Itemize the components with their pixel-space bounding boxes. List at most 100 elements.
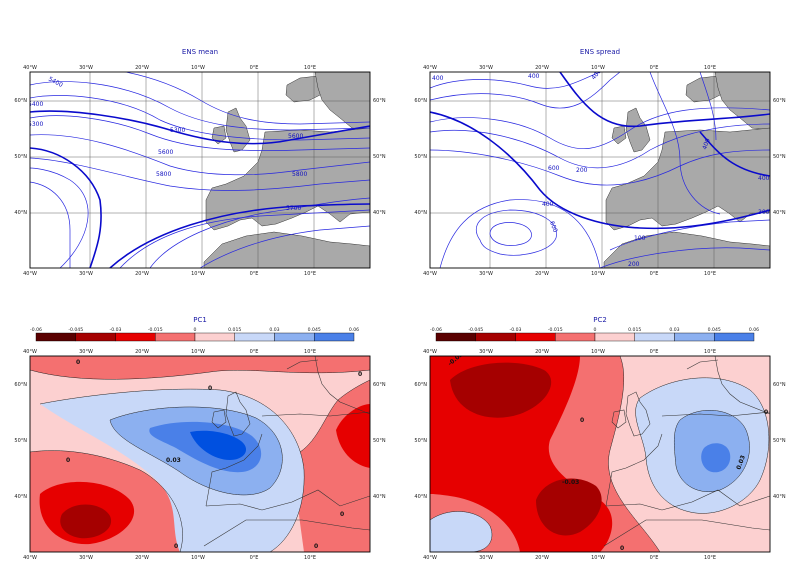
field-band bbox=[450, 362, 552, 418]
y-tick-label: 40°N bbox=[14, 494, 27, 500]
contour-label: 0.03 bbox=[166, 457, 181, 464]
x-tick-label: 0°E bbox=[250, 349, 259, 355]
colorbar-tick-label: 0 bbox=[194, 327, 197, 333]
contour-label: 0 bbox=[174, 543, 178, 550]
contour-label: 5600 bbox=[158, 149, 173, 156]
plot-frame bbox=[429, 71, 771, 269]
colorbar-segment bbox=[674, 332, 715, 342]
x-tick-label: 40°W bbox=[23, 349, 37, 355]
x-tick-label: 10°E bbox=[304, 349, 316, 355]
colorbar-segment bbox=[475, 332, 516, 342]
x-tick-label: 10°W bbox=[191, 349, 205, 355]
contour-label: 5700 bbox=[286, 205, 301, 212]
contour-label: 400 bbox=[542, 201, 554, 208]
colorbar-tick-label: 0.06 bbox=[749, 327, 759, 333]
x-tick-label: 10°W bbox=[591, 65, 605, 71]
y-tick-label: 50°N bbox=[414, 438, 427, 444]
y-tick-label: 40°N bbox=[14, 210, 27, 216]
contour-label: 5800 bbox=[156, 171, 171, 178]
x-tick-label: 20°W bbox=[535, 271, 549, 277]
x-tick-label: 30°W bbox=[79, 555, 93, 561]
x-tick-label: 40°W bbox=[423, 555, 437, 561]
x-tick-label: 20°W bbox=[535, 65, 549, 71]
y-tick-label: 50°N bbox=[14, 438, 27, 444]
contour-label: 0 bbox=[66, 457, 70, 464]
y-tick-label: 50°N bbox=[373, 154, 386, 160]
field-band bbox=[536, 478, 602, 536]
y-tick-label: 60°N bbox=[14, 98, 27, 104]
x-tick-label: 40°W bbox=[423, 271, 437, 277]
x-tick-label: 30°W bbox=[79, 65, 93, 71]
x-tick-label: 40°W bbox=[23, 271, 37, 277]
y-tick-label: 40°N bbox=[373, 210, 386, 216]
x-tick-label: 40°W bbox=[423, 349, 437, 355]
colorbar-segment bbox=[115, 332, 156, 342]
colorbar-tick-label: 0.015 bbox=[228, 327, 241, 333]
y-tick-label: 50°N bbox=[773, 154, 786, 160]
panel-pc1: PC1 -0.06 -0.045 -0.03 -0.015 0 0.015 0.03 0.04… bbox=[14, 316, 385, 561]
x-tick-label: 20°W bbox=[135, 555, 149, 561]
contour-label: 400 bbox=[528, 73, 540, 80]
colorbar-segment bbox=[314, 332, 355, 342]
field-band bbox=[430, 511, 492, 552]
colorbar-tick-label: 0.045 bbox=[308, 327, 321, 333]
land-britain bbox=[225, 107, 251, 153]
y-tick-label: 60°N bbox=[773, 382, 786, 388]
contour-label: 0.03 bbox=[735, 454, 747, 470]
colorbar-segment bbox=[555, 332, 596, 342]
colorbar-tick-label: -0.045 bbox=[68, 327, 83, 333]
colorbar-tick-label: 0.03 bbox=[669, 327, 679, 333]
x-tick-label: 40°W bbox=[23, 555, 37, 561]
x-tick-label: 10°E bbox=[304, 271, 316, 277]
contour-label: 400 bbox=[758, 175, 770, 182]
colorbar-segment bbox=[515, 332, 556, 342]
colorbar-segment bbox=[714, 332, 755, 342]
contour-label: 400 bbox=[701, 137, 712, 150]
colorbar-tick-label: -0.015 bbox=[548, 327, 563, 333]
colorbar-tick-label: -0.06 bbox=[430, 327, 442, 333]
contour-label: 300 bbox=[758, 209, 770, 216]
x-tick-label: 10°E bbox=[704, 271, 716, 277]
x-tick-label: 0°E bbox=[650, 65, 659, 71]
contour-label: 5800 bbox=[292, 171, 307, 178]
contour-label: 100 bbox=[634, 235, 646, 242]
panel-ens-spread: ENS spread bbox=[414, 48, 785, 277]
x-tick-label: 30°W bbox=[79, 349, 93, 355]
y-tick-label: 40°N bbox=[773, 494, 786, 500]
colorbar-tick-label: 0.015 bbox=[628, 327, 641, 333]
field-band bbox=[701, 443, 731, 473]
x-tick-label: 10°E bbox=[304, 65, 316, 71]
colorbar-segment bbox=[634, 332, 675, 342]
y-tick-label: 60°N bbox=[14, 382, 27, 388]
x-tick-label: 20°W bbox=[135, 271, 149, 277]
field-band bbox=[60, 504, 112, 539]
x-tick-label: 0°E bbox=[250, 555, 259, 561]
x-tick-label: 10°E bbox=[704, 555, 716, 561]
x-tick-label: 30°W bbox=[479, 349, 493, 355]
colorbar-tick-label: 0.045 bbox=[708, 327, 721, 333]
contour-label: 0 bbox=[620, 545, 624, 552]
x-tick-label: 30°W bbox=[79, 271, 93, 277]
panel-title: ENS spread bbox=[580, 48, 620, 56]
colorbar-tick-label: 0.06 bbox=[349, 327, 359, 333]
colorbar-tick-label: 0 bbox=[594, 327, 597, 333]
contour-label: 5600 bbox=[288, 133, 303, 140]
contour-label: 5300 bbox=[28, 121, 43, 128]
x-tick-label: 40°W bbox=[423, 65, 437, 71]
y-tick-label: 40°N bbox=[414, 210, 427, 216]
y-tick-label: 40°N bbox=[373, 494, 386, 500]
colorbar-tick-label: -0.015 bbox=[148, 327, 163, 333]
land-ireland bbox=[611, 125, 627, 145]
colorbar-tick-label: 0.03 bbox=[269, 327, 279, 333]
colorbar-segment bbox=[194, 332, 235, 342]
colorbar-segment bbox=[594, 332, 635, 342]
x-tick-label: 20°W bbox=[535, 349, 549, 355]
colorbar-tick-label: -0.03 bbox=[510, 327, 522, 333]
colorbar-tick-label: -0.06 bbox=[30, 327, 42, 333]
colorbar-tick-label: -0.045 bbox=[468, 327, 483, 333]
x-tick-label: 30°W bbox=[479, 65, 493, 71]
x-tick-label: 40°W bbox=[23, 65, 37, 71]
panel-title: ENS mean bbox=[182, 48, 218, 56]
x-tick-label: 10°W bbox=[591, 271, 605, 277]
contour-label: 5400 bbox=[28, 101, 43, 108]
